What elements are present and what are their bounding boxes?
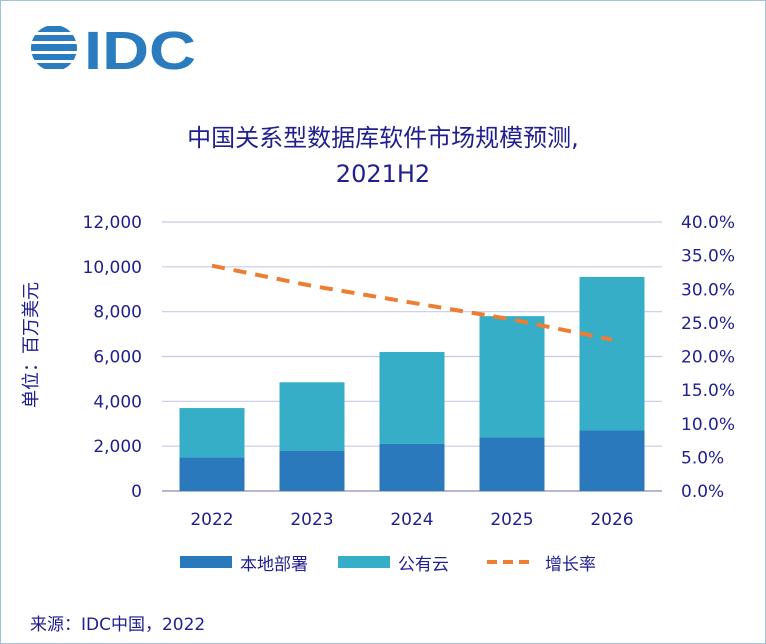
y-tick-label: 8,000: [93, 303, 142, 323]
growth-rate-line: [211, 263, 613, 342]
y-tick-label: 6,000: [93, 348, 142, 368]
y-tick-label: 2,000: [93, 437, 142, 457]
x-tick-label: 2023: [290, 510, 333, 530]
x-tick-label: 2025: [490, 510, 533, 530]
bar-cloud: [179, 408, 245, 458]
legend-swatch-onprem: [180, 556, 232, 568]
x-tick-label: 2022: [190, 510, 233, 530]
logo-text: IDC: [84, 22, 196, 74]
y-tick-label: 0: [131, 482, 142, 502]
legend-item-growth: 增长率: [485, 551, 596, 575]
y2-tick-label: 40.0%: [681, 213, 735, 233]
y2-tick-label: 0.0%: [681, 482, 724, 502]
legend-label-onprem: 本地部署: [240, 554, 308, 575]
y2-tick-label: 15.0%: [681, 381, 735, 401]
y2-tick-label: 5.0%: [681, 448, 724, 468]
bar-onprem: [379, 443, 445, 491]
legend-swatch-growth: [487, 560, 535, 564]
bar-onprem: [579, 430, 645, 491]
y-tick-label: 4,000: [93, 392, 142, 412]
y2-tick-label: 10.0%: [681, 415, 735, 435]
legend-item-cloud: 公有云: [338, 551, 449, 575]
legend-swatch-cloud: [338, 556, 390, 568]
y-tick-label: 10,000: [83, 258, 142, 278]
y-tick-label: 12,000: [83, 213, 142, 233]
x-tick-label: 2024: [390, 510, 433, 530]
legend-item-onprem: 本地部署: [180, 551, 308, 575]
source-note: 来源：IDC中国，2022: [30, 615, 206, 635]
bar-onprem: [479, 437, 545, 491]
y2-tick-label: 25.0%: [681, 314, 735, 334]
idc-logo: IDC: [31, 22, 196, 74]
chart-title-line1: 中国关系型数据库软件市场规模预测,: [187, 124, 579, 152]
bar-cloud: [479, 316, 545, 438]
y2-tick-label: 35.0%: [681, 247, 735, 267]
bar-cloud: [579, 276, 645, 431]
chart-title-line2: 2021H2: [335, 160, 431, 188]
legend-label-cloud: 公有云: [398, 554, 449, 575]
bar-onprem: [279, 450, 345, 491]
globe-icon: [31, 26, 77, 69]
x-tick-label: 2026: [590, 510, 633, 530]
bar-cloud: [379, 352, 445, 444]
legend-label-growth: 增长率: [545, 554, 596, 575]
bar-cloud: [279, 382, 345, 451]
bar-onprem: [179, 457, 245, 491]
y2-tick-label: 30.0%: [681, 280, 735, 300]
y2-tick-label: 20.0%: [681, 348, 735, 368]
